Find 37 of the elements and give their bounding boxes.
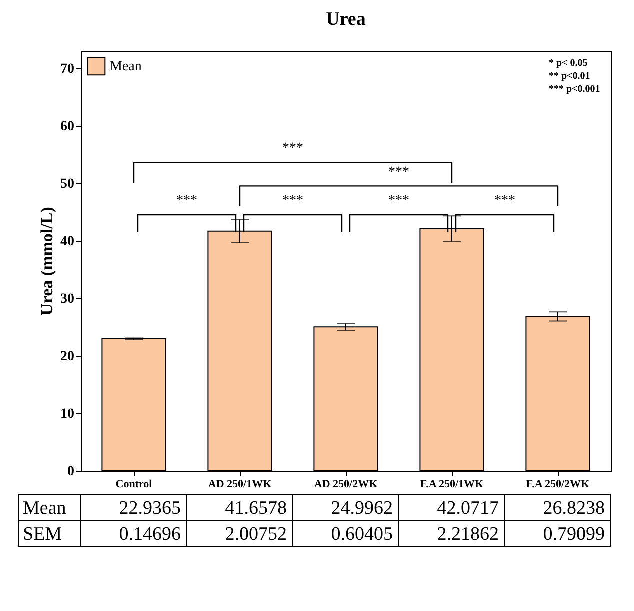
text: 0.60405	[331, 524, 393, 545]
x-tick-label: Control	[116, 478, 152, 490]
text: 0.14696	[119, 524, 181, 545]
annotation: * p< 0.05	[549, 58, 588, 69]
x-tick-label: F.A 250/2WK	[526, 478, 590, 490]
data-label: 42.0717	[437, 498, 499, 519]
y-tick-label: 10	[60, 406, 74, 422]
annotation: *** p<0.001	[549, 84, 600, 95]
text: 2.21862	[437, 524, 499, 545]
text: Mean	[23, 498, 66, 519]
data-label: 22.9365	[119, 498, 181, 519]
y-tick-label: 60	[60, 119, 74, 134]
x-tick-label: AD 250/2WK	[314, 478, 378, 490]
annotation: ***	[388, 164, 410, 180]
annotation: ***	[176, 194, 198, 209]
chart-title: Urea	[326, 9, 366, 30]
annotation: ** p<0.01	[549, 71, 590, 82]
x-tick-label: AD 250/1WK	[208, 478, 272, 490]
x-tick-label: F.A 250/1WK	[420, 478, 484, 490]
y-tick-label: 50	[60, 176, 74, 192]
y-tick-label: 20	[60, 349, 74, 364]
data-label: 41.6578	[225, 498, 287, 519]
legend-label: Mean	[110, 60, 142, 74]
y-axis-title: Urea (mmol/L)	[38, 207, 56, 316]
text: 2.00752	[225, 524, 287, 545]
text: SEM	[23, 524, 62, 545]
y-tick-label: 30	[60, 292, 74, 307]
annotation: ***	[494, 194, 516, 209]
text: 0.79099	[543, 524, 605, 545]
y-tick-label: 40	[60, 234, 74, 250]
annotation: ***	[282, 194, 304, 209]
data-label: 26.8238	[543, 498, 605, 519]
annotation: ***	[388, 194, 410, 209]
y-tick-label: 70	[60, 62, 74, 77]
annotation: ***	[282, 141, 304, 156]
data-label: 24.9962	[331, 498, 393, 519]
y-tick-label: 0	[68, 464, 74, 480]
